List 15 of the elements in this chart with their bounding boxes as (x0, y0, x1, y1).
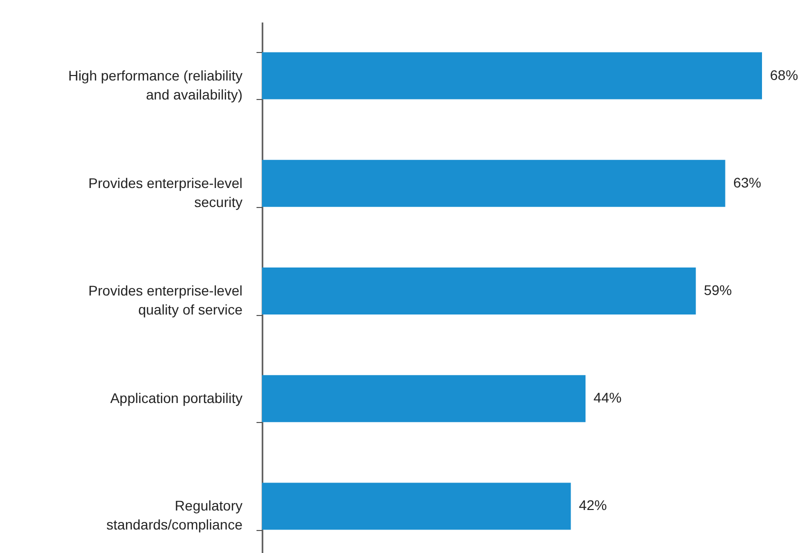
y-tick-label: High performance (reliability and availability) (68, 67, 242, 102)
y-tick-label: Application portability (110, 390, 242, 406)
data-label: 68% (770, 66, 798, 83)
y-tick-label: Provides enterprise-level security (88, 174, 242, 210)
bar (262, 268, 696, 314)
data-label: 44% (594, 390, 622, 406)
data-label: 63% (733, 174, 762, 190)
bar (262, 160, 726, 207)
bar (262, 482, 571, 530)
data-label: 59% (704, 282, 732, 298)
y-tick-label: Provides enterprise-level quality of service (88, 282, 243, 318)
bar (262, 52, 762, 100)
data-label: 42% (578, 497, 607, 514)
bar (262, 375, 586, 422)
y-tick-label: Regulatory standards/compliance (106, 498, 243, 533)
